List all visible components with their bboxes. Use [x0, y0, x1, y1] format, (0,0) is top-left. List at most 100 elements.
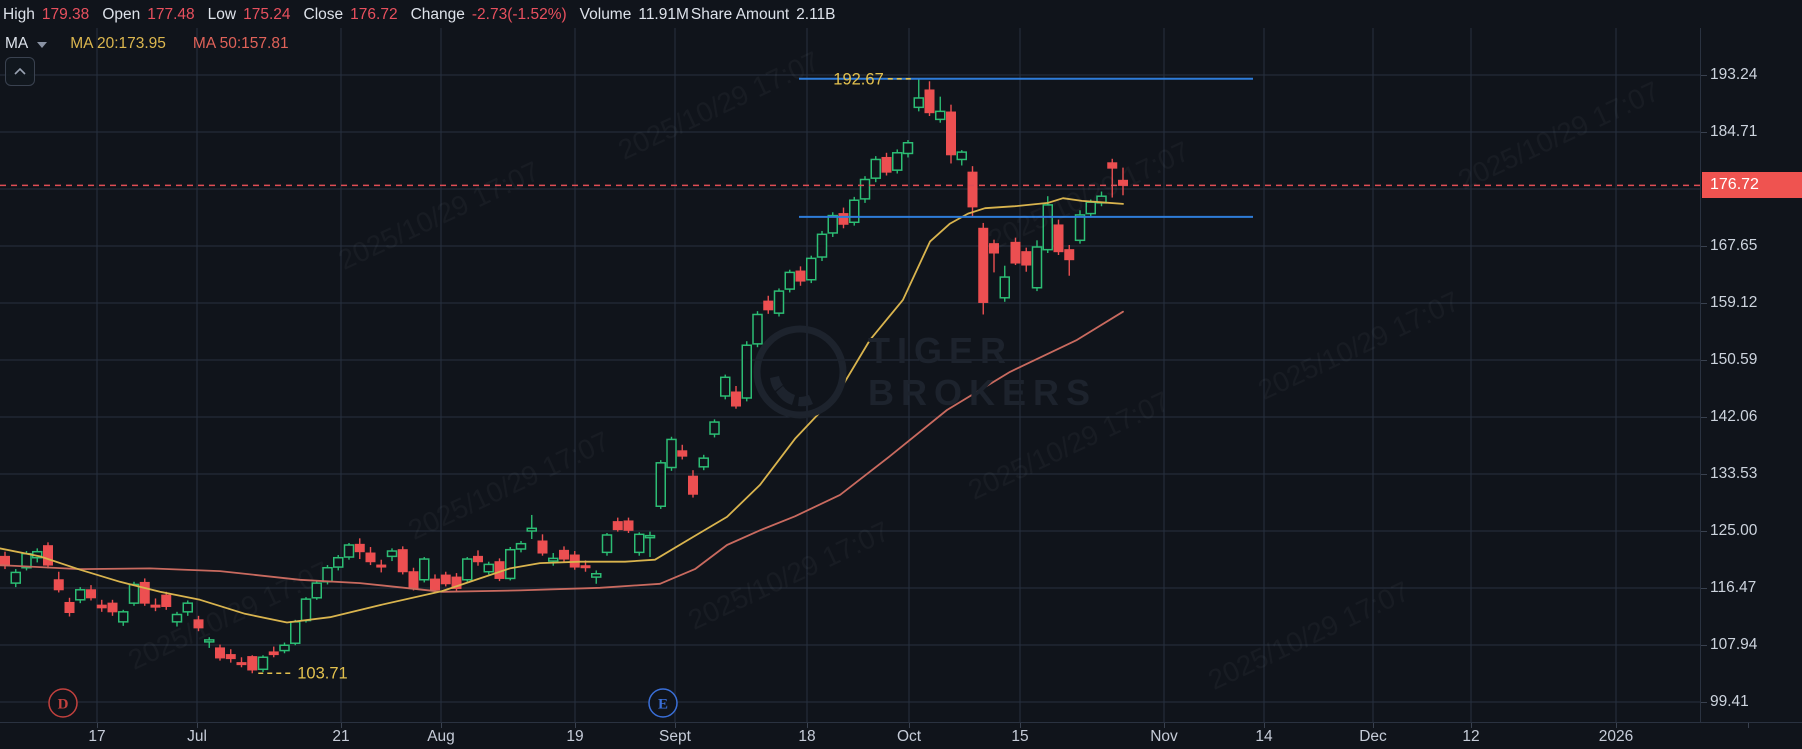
price-axis-tick [1701, 246, 1707, 247]
time-axis-tick [441, 723, 442, 728]
time-axis-tick [1020, 723, 1021, 728]
candle-body-down [236, 662, 247, 666]
candle-body-up [118, 611, 129, 623]
high-price-label: 192.67 [833, 70, 883, 88]
candle-body-down [53, 579, 64, 591]
candle-body-down [440, 574, 451, 585]
time-axis-label: 21 [332, 728, 350, 745]
candle-body-up [752, 313, 763, 345]
candle-body-down [1118, 179, 1128, 186]
candle-body-up [279, 644, 290, 652]
ma20-legend-value: MA 20:173.95 [70, 35, 166, 52]
low-price-label: 103.71 [297, 665, 347, 683]
price-axis-label: 167.65 [1710, 237, 1758, 254]
candle-body-down [43, 545, 53, 566]
time-axis[interactable]: 17 Jul 21 Aug 19 Sept 18 Oct 15 Nov 14 Dec 12 2026 [0, 722, 1802, 749]
time-axis-label: 18 [798, 728, 816, 745]
candlestick-canvas[interactable]: 192.67 103.71 D E [0, 28, 1749, 722]
price-axis-tick [1701, 474, 1707, 475]
price-axis-label: 150.59 [1710, 351, 1758, 368]
candle-body-up [10, 571, 21, 584]
event-marker-e[interactable] [648, 688, 678, 718]
time-axis-tick [1264, 723, 1265, 728]
candle-body-up [698, 457, 709, 468]
event-marker-letter: D [58, 697, 69, 713]
time-axis-label: Dec [1359, 728, 1387, 745]
candle-body-up [322, 566, 333, 583]
candle-body-down [397, 549, 408, 573]
candle-body-down [354, 543, 365, 553]
ma-selector-dropdown[interactable]: MA [5, 35, 48, 53]
candle-body-up [720, 376, 731, 397]
ohlc-stat: Low 175.24 [208, 6, 291, 24]
candle-body-up [591, 572, 602, 578]
candle-body-down [559, 549, 569, 560]
candle-body-down [1053, 224, 1064, 253]
candle-body-up [257, 656, 269, 671]
price-axis-label: 159.12 [1710, 294, 1758, 311]
chevron-down-icon [37, 42, 48, 48]
ma20-line [0, 197, 1124, 624]
candle-body-up [290, 621, 301, 644]
price-axis-label: 193.24 [1710, 66, 1758, 83]
candle-body-up [1074, 214, 1086, 242]
candle-body-down [107, 602, 118, 613]
price-axis-tick [1701, 645, 1707, 646]
candle-body-up [1085, 201, 1096, 215]
candle-body-down [731, 391, 741, 407]
last-price-badge: 176.72 [1702, 172, 1802, 199]
chart-plot-area[interactable]: 192.67 103.71 D E [0, 28, 1749, 722]
candle-body-down [881, 156, 892, 173]
candle-body-down [451, 576, 462, 589]
candle-body-down [989, 243, 999, 254]
candle-body-down [150, 604, 161, 608]
stat-label: Close [303, 6, 344, 23]
ma50-line [0, 310, 1124, 593]
event-marker-d[interactable] [48, 688, 78, 718]
price-axis-label: 125.00 [1710, 522, 1758, 539]
candle-body-down [86, 589, 96, 599]
candle-body-up [644, 534, 656, 539]
time-axis-tick [341, 723, 342, 728]
candle-body-down [946, 111, 956, 156]
candle-body-up [515, 542, 527, 550]
candle-body-up [1031, 246, 1043, 289]
price-axis-label: 133.53 [1710, 465, 1758, 482]
stat-label: Open [102, 6, 141, 23]
time-axis-tick [675, 723, 676, 728]
candle-body-up [1042, 204, 1053, 251]
candle-body-down [268, 651, 279, 656]
stat-label: Change [410, 6, 465, 23]
price-axis[interactable]: 176.72 193.24 184.71 167.65 159.12 150.59 142… [1700, 28, 1802, 722]
candle-body-up [333, 556, 344, 568]
time-axis-label: 17 [88, 728, 106, 745]
candle-body-up [655, 462, 666, 508]
price-axis-tick [1701, 360, 1707, 361]
time-axis-tick [97, 723, 98, 728]
ohlc-header: High 179.38 Open 177.48 Low 175.24 Close 176.72… [3, 3, 849, 27]
time-axis-label: Sept [659, 728, 691, 745]
price-axis-tick [1701, 132, 1707, 133]
candle-body-down [838, 213, 849, 225]
stat-value: 177.48 [147, 6, 195, 23]
ohlc-stat: Volume 11.91M [580, 6, 689, 24]
stat-label: Volume [579, 6, 632, 23]
ohlc-stat: Close 176.72 [304, 6, 398, 24]
candle-body-up [741, 344, 752, 399]
time-axis-tick [1164, 723, 1165, 728]
time-axis-tick [1616, 723, 1617, 728]
time-axis-tick [807, 723, 808, 728]
candle-body-up [902, 142, 914, 155]
time-axis-label: Nov [1150, 728, 1178, 745]
collapse-panel-button[interactable] [5, 57, 35, 86]
candle-body-down [376, 564, 387, 568]
candle-body-down [139, 581, 150, 604]
price-axis-label: 142.06 [1710, 408, 1758, 425]
candle-body-up [956, 151, 967, 161]
candle-body-up [709, 421, 720, 435]
candle-body-down [408, 571, 419, 589]
candle-body-up [171, 613, 183, 623]
candle-body-down [1107, 162, 1118, 169]
candle-body-down [688, 475, 698, 495]
candle-body-up [892, 152, 903, 171]
